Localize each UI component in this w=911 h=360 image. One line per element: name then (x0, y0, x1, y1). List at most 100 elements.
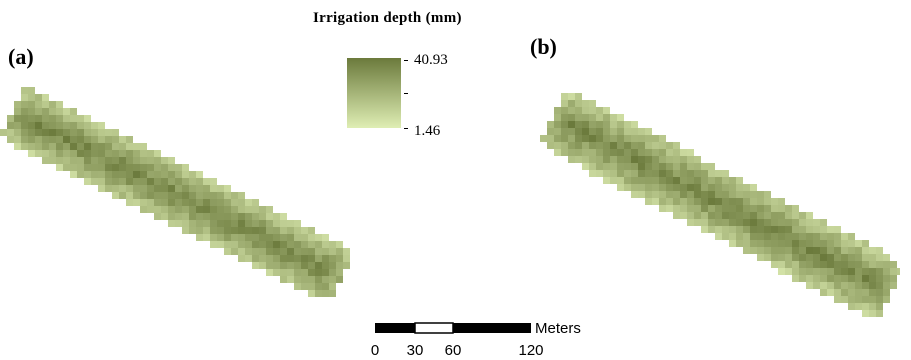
raster-cell (561, 114, 568, 121)
raster-cell (589, 100, 596, 107)
raster-cell (855, 240, 862, 247)
raster-cell (701, 191, 708, 198)
raster-cell (659, 156, 666, 163)
raster-cell (799, 212, 806, 219)
raster-cell (217, 199, 224, 206)
raster-cell (273, 227, 280, 234)
raster-cell (876, 282, 883, 289)
raster-cell (603, 177, 610, 184)
panel-label-b: (b) (530, 34, 557, 59)
raster-cell (7, 136, 14, 143)
raster-cell (715, 170, 722, 177)
raster-cell (869, 282, 876, 289)
raster-cell (140, 150, 147, 157)
raster-cell (575, 142, 582, 149)
raster-cell (245, 213, 252, 220)
raster-cell (610, 114, 617, 121)
raster-cell (673, 170, 680, 177)
raster-cell (638, 149, 645, 156)
raster-cell (820, 233, 827, 240)
raster-cell (582, 128, 589, 135)
raster-cell (238, 255, 245, 262)
raster-cell (196, 192, 203, 199)
raster-cell (736, 184, 743, 191)
raster-cell (806, 226, 813, 233)
raster-cell (589, 121, 596, 128)
raster-cell (287, 255, 294, 262)
raster-cell (855, 254, 862, 261)
raster-cell (680, 212, 687, 219)
raster-cell (603, 142, 610, 149)
raster-cell (91, 171, 98, 178)
raster-cell (694, 163, 701, 170)
raster-cell (147, 192, 154, 199)
raster-cell (287, 276, 294, 283)
raster-cell (112, 150, 119, 157)
raster-cell (596, 142, 603, 149)
raster-cell (813, 268, 820, 275)
raster-cell (259, 262, 266, 269)
raster-cell (736, 233, 743, 240)
raster-cell (147, 185, 154, 192)
raster-cell (273, 248, 280, 255)
raster-cell (890, 282, 897, 289)
raster-cell (834, 282, 841, 289)
raster-cell (133, 178, 140, 185)
raster-cell (343, 248, 350, 255)
raster-cell (568, 149, 575, 156)
raster-cell (652, 156, 659, 163)
raster-cell (596, 170, 603, 177)
raster-cell (84, 171, 91, 178)
raster-cell (329, 255, 336, 262)
raster-cell (182, 220, 189, 227)
raster-cell (869, 310, 876, 317)
raster-cell (98, 143, 105, 150)
raster-cell (126, 178, 133, 185)
raster-cell (49, 115, 56, 122)
raster-cell (561, 128, 568, 135)
raster-cell (189, 220, 196, 227)
raster-cell (91, 178, 98, 185)
raster-cell (862, 282, 869, 289)
raster-cell (582, 135, 589, 142)
raster-cell (862, 254, 869, 261)
legend-tick-top (404, 60, 408, 61)
raster-cell (203, 178, 210, 185)
raster-cell (119, 143, 126, 150)
raster-cell (666, 170, 673, 177)
raster-cell (820, 240, 827, 247)
raster-cell (631, 142, 638, 149)
raster-cell (659, 149, 666, 156)
raster-cell (210, 227, 217, 234)
raster-cell (315, 234, 322, 241)
raster-cell (582, 100, 589, 107)
raster-cell (575, 128, 582, 135)
raster-cell (56, 150, 63, 157)
raster-cell (603, 107, 610, 114)
raster-cell (112, 185, 119, 192)
raster-cell (666, 198, 673, 205)
raster-cell (666, 142, 673, 149)
raster-cell (673, 142, 680, 149)
raster-cell (224, 248, 231, 255)
raster-cell (280, 227, 287, 234)
raster-cell (105, 129, 112, 136)
raster-cell (652, 184, 659, 191)
raster-cell (308, 255, 315, 262)
raster-cell (561, 149, 568, 156)
raster-cell (84, 157, 91, 164)
raster-cell (813, 261, 820, 268)
raster-cell (42, 122, 49, 129)
raster-cell (14, 108, 21, 115)
raster-cell (315, 269, 322, 276)
raster-cell (308, 276, 315, 283)
raster-cell (259, 248, 266, 255)
raster-cell (750, 198, 757, 205)
raster-cell (7, 129, 14, 136)
raster-cell (820, 261, 827, 268)
raster-cell (694, 212, 701, 219)
raster-cell (0, 129, 7, 136)
raster-cell (771, 219, 778, 226)
raster-cell (119, 136, 126, 143)
raster-cell (91, 136, 98, 143)
